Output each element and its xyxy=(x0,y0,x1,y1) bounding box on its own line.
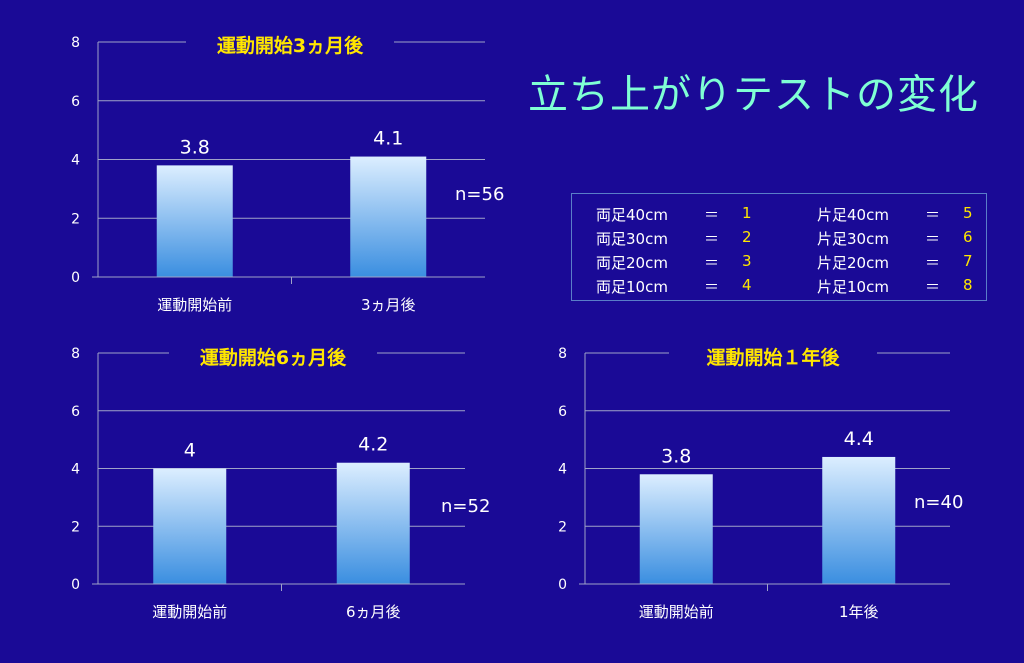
y-tick-label: 2 xyxy=(71,519,80,535)
legend-equals: ＝ xyxy=(925,230,941,248)
legend-score: 2 xyxy=(742,228,752,246)
y-tick-label: 2 xyxy=(71,211,80,227)
bar xyxy=(822,456,896,584)
y-tick-label: 0 xyxy=(71,270,80,286)
data-label: 4 xyxy=(184,440,196,462)
legend-score: 5 xyxy=(963,204,973,222)
legend-label: 片足10cm xyxy=(817,278,889,296)
legend-equals: ＝ xyxy=(704,254,720,272)
data-label: 3.8 xyxy=(661,445,691,467)
legend-row: 両足30cm ＝ 2 xyxy=(596,228,752,249)
legend-score: 7 xyxy=(963,252,973,270)
legend-equals: ＝ xyxy=(704,230,720,248)
legend-label: 片足30cm xyxy=(817,230,889,248)
legend-equals: ＝ xyxy=(925,206,941,224)
chart-6-months: 0 2 4 6 8 運動開始6ヵ月後 4 運動開始前 4.2 6ヵ月後 n=52 xyxy=(71,346,490,621)
chart-title: 運動開始3ヵ月後 xyxy=(217,34,364,57)
legend-label: 片足20cm xyxy=(817,254,889,272)
sample-size-label: n=52 xyxy=(441,496,490,517)
y-tick-label: 4 xyxy=(558,462,567,478)
chart-title: 運動開始１年後 xyxy=(706,346,840,369)
data-label: 4.1 xyxy=(373,128,403,150)
legend-equals: ＝ xyxy=(925,254,941,272)
y-tick-label: 4 xyxy=(71,153,80,169)
legend-row: 片足20cm ＝ 7 xyxy=(817,252,973,273)
legend-score: 6 xyxy=(963,228,973,246)
legend-label: 両足20cm xyxy=(596,254,668,272)
data-label: 4.2 xyxy=(358,434,388,456)
legend-row: 片足30cm ＝ 6 xyxy=(817,228,973,249)
legend-equals: ＝ xyxy=(704,278,720,296)
legend-label: 両足40cm xyxy=(596,206,668,224)
bar xyxy=(639,474,713,584)
y-tick-label: 2 xyxy=(558,519,567,535)
legend-row: 両足10cm ＝ 4 xyxy=(596,276,752,297)
legend-equals: ＝ xyxy=(925,278,941,296)
y-tick-label: 4 xyxy=(71,462,80,478)
legend-label: 両足10cm xyxy=(596,278,668,296)
legend-row: 両足20cm ＝ 3 xyxy=(596,252,752,273)
sample-size-label: n=40 xyxy=(914,492,963,513)
bar xyxy=(156,165,233,277)
y-tick-label: 8 xyxy=(558,346,567,362)
score-legend: 両足40cm ＝ 1 両足30cm ＝ 2 両足20cm ＝ 3 両足10cm ＝ 4 片足40cm ＝… xyxy=(571,193,987,301)
legend-row: 片足40cm ＝ 5 xyxy=(817,204,973,225)
chart-3-months: 0 2 4 6 8 運動開始3ヵ月後 3.8 運動開始前 4.1 3ヵ月後 n=56 xyxy=(71,34,504,314)
y-tick-label: 8 xyxy=(71,346,80,362)
y-tick-label: 0 xyxy=(71,577,80,593)
x-tick-label: 1年後 xyxy=(839,603,879,621)
data-label: 4.4 xyxy=(844,428,874,450)
x-tick-label: 運動開始前 xyxy=(152,603,227,621)
y-tick-label: 6 xyxy=(558,404,567,420)
legend-score: 4 xyxy=(742,276,752,294)
sample-size-label: n=56 xyxy=(455,184,504,205)
x-tick-label: 3ヵ月後 xyxy=(361,296,416,314)
y-tick-label: 6 xyxy=(71,404,80,420)
y-tick-label: 8 xyxy=(71,35,80,51)
x-tick-label: 運動開始前 xyxy=(639,603,714,621)
legend-equals: ＝ xyxy=(704,206,720,224)
legend-label: 両足30cm xyxy=(596,230,668,248)
y-tick-label: 6 xyxy=(71,94,80,110)
slide-title: 立ち上がりテストの変化 xyxy=(528,72,979,118)
legend-score: 8 xyxy=(963,276,973,294)
bar xyxy=(336,462,410,584)
legend-label: 片足40cm xyxy=(817,206,889,224)
bar xyxy=(350,156,427,277)
chart-1-year: 0 2 4 6 8 運動開始１年後 3.8 運動開始前 4.4 1年後 n=40 xyxy=(558,346,963,621)
data-label: 3.8 xyxy=(180,136,210,158)
x-tick-label: 運動開始前 xyxy=(157,296,232,314)
bar xyxy=(153,468,227,584)
legend-row: 両足40cm ＝ 1 xyxy=(596,204,752,225)
y-tick-label: 0 xyxy=(558,577,567,593)
legend-row: 片足10cm ＝ 8 xyxy=(817,276,973,297)
legend-score: 3 xyxy=(742,252,752,270)
chart-title: 運動開始6ヵ月後 xyxy=(200,346,347,369)
x-tick-label: 6ヵ月後 xyxy=(346,603,401,621)
legend-score: 1 xyxy=(742,204,752,222)
